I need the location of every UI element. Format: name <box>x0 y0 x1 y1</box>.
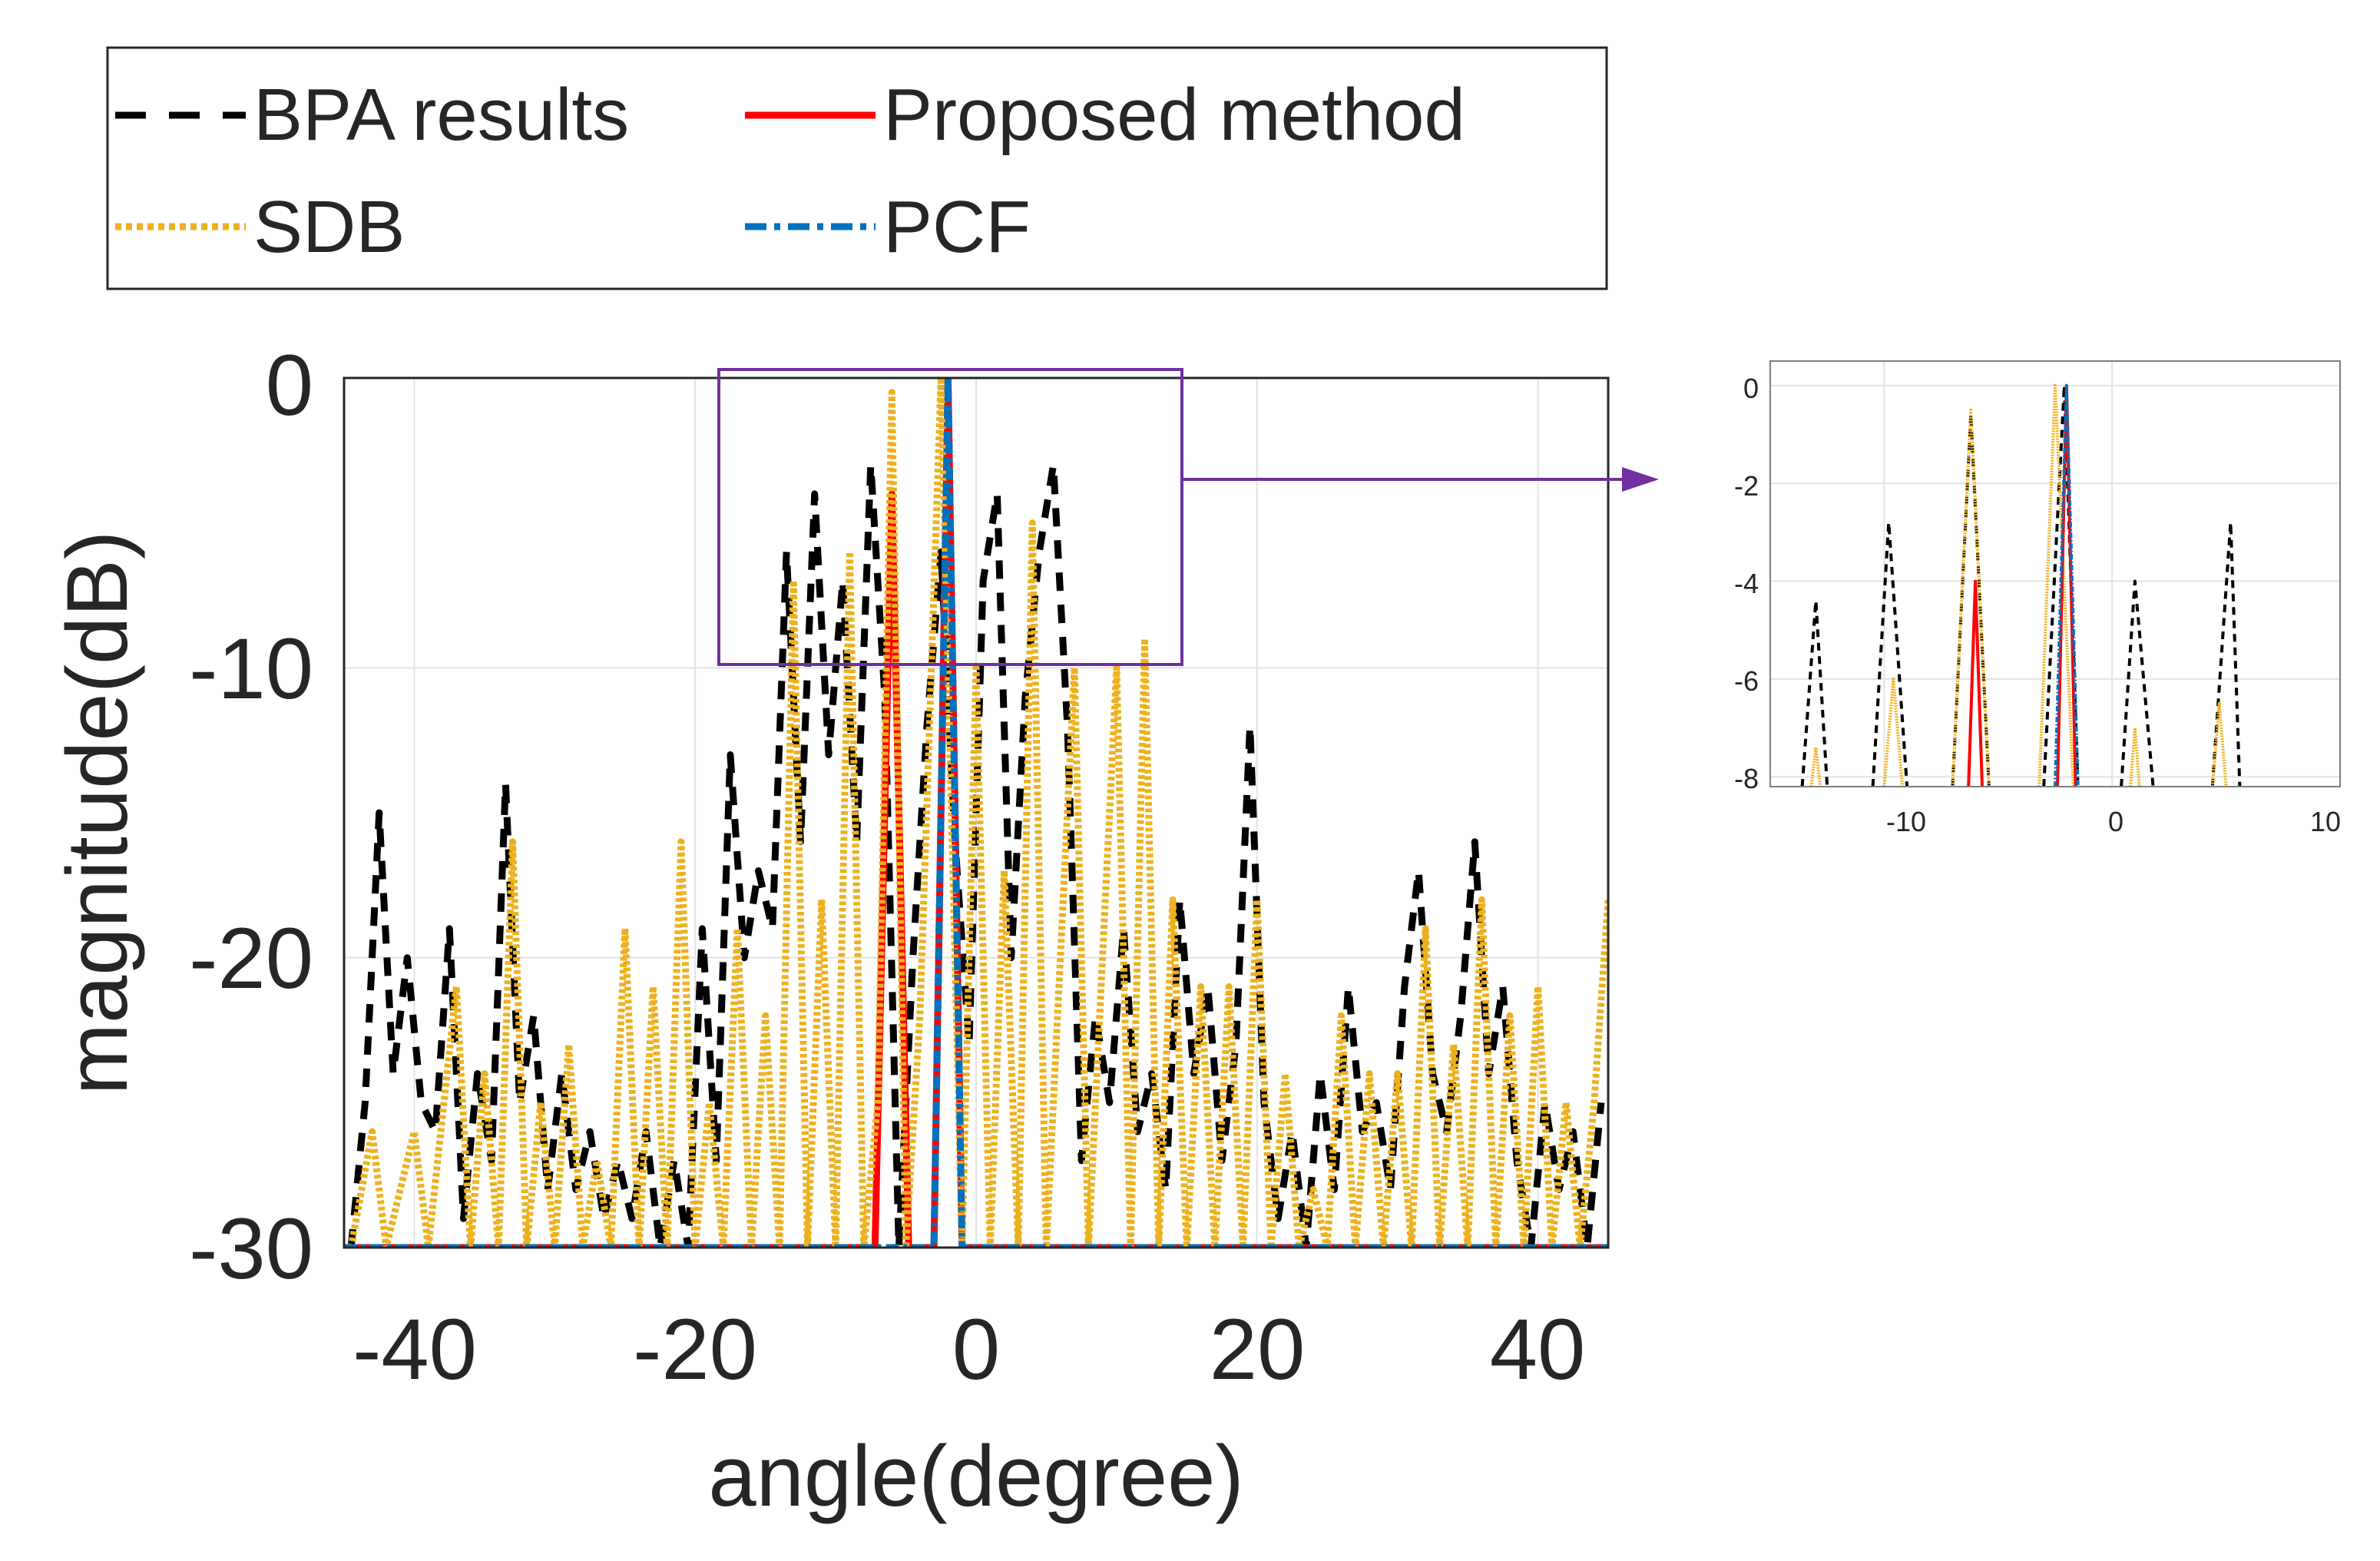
inset-y-tick-label: -4 <box>1734 568 1759 599</box>
main-y-ticks: 0 -10 -20 -30 <box>189 337 313 1297</box>
inset-plot-frame <box>1769 360 2341 787</box>
series-line-bpa-results <box>347 461 1605 1248</box>
main-x-ticks: -40 -20 0 20 40 <box>353 1301 1585 1397</box>
series-line-sdb <box>1809 383 2228 787</box>
legend-label-pcf: PCF <box>883 186 1031 268</box>
legend: BPA results Proposed method SDB PCF <box>106 46 1608 290</box>
x-tick-label: -40 <box>353 1301 477 1397</box>
x-tick-label: 0 <box>952 1301 1000 1397</box>
inset-x-tick-label: -10 <box>1886 806 1926 837</box>
zoom-region-box <box>717 368 1183 666</box>
legend-label-bpa: BPA results <box>253 74 629 156</box>
inset-x-tick-label: 10 <box>2310 806 2341 837</box>
inset-plot-area <box>1770 361 2340 787</box>
main-axes: 0 -10 -20 -30 -40 -20 0 20 40 angle(degr… <box>49 337 1610 1524</box>
y-tick-label: -10 <box>189 621 313 717</box>
inset-grid <box>1770 361 2341 787</box>
x-axis-label: angle(degree) <box>708 1428 1243 1524</box>
x-tick-label: 40 <box>1490 1301 1586 1397</box>
inset-y-tick-label: -8 <box>1734 763 1759 794</box>
inset-x-tick-label: 0 <box>2108 806 2123 837</box>
legend-box <box>106 46 1608 290</box>
main-plot-frame <box>343 376 1610 1249</box>
inset-y-tick-label: 0 <box>1743 373 1759 404</box>
inset-series <box>1800 383 2242 787</box>
main-series <box>344 378 1608 1248</box>
y-tick-label: -30 <box>189 1201 313 1297</box>
inset-y-tick-label: -2 <box>1734 470 1759 502</box>
inset-x-ticks: -10 0 10 <box>1886 806 2341 837</box>
zoom-arrow <box>1182 467 1659 492</box>
x-tick-label: 20 <box>1210 1301 1306 1397</box>
legend-label-proposed: Proposed method <box>883 74 1465 156</box>
legend-label-sdb: SDB <box>253 186 405 268</box>
y-tick-label: -20 <box>189 910 313 1006</box>
inset-y-ticks: 0 -2 -4 -6 -8 <box>1734 373 1759 794</box>
inset-axes: 0 -2 -4 -6 -8 -10 0 10 <box>1734 360 2341 837</box>
series-line-pcf <box>2054 383 2080 787</box>
y-axis-label: magnitude(dB) <box>49 531 145 1095</box>
y-tick-label: 0 <box>266 337 313 433</box>
inset-y-tick-label: -6 <box>1734 665 1759 697</box>
x-tick-label: -20 <box>633 1301 757 1397</box>
